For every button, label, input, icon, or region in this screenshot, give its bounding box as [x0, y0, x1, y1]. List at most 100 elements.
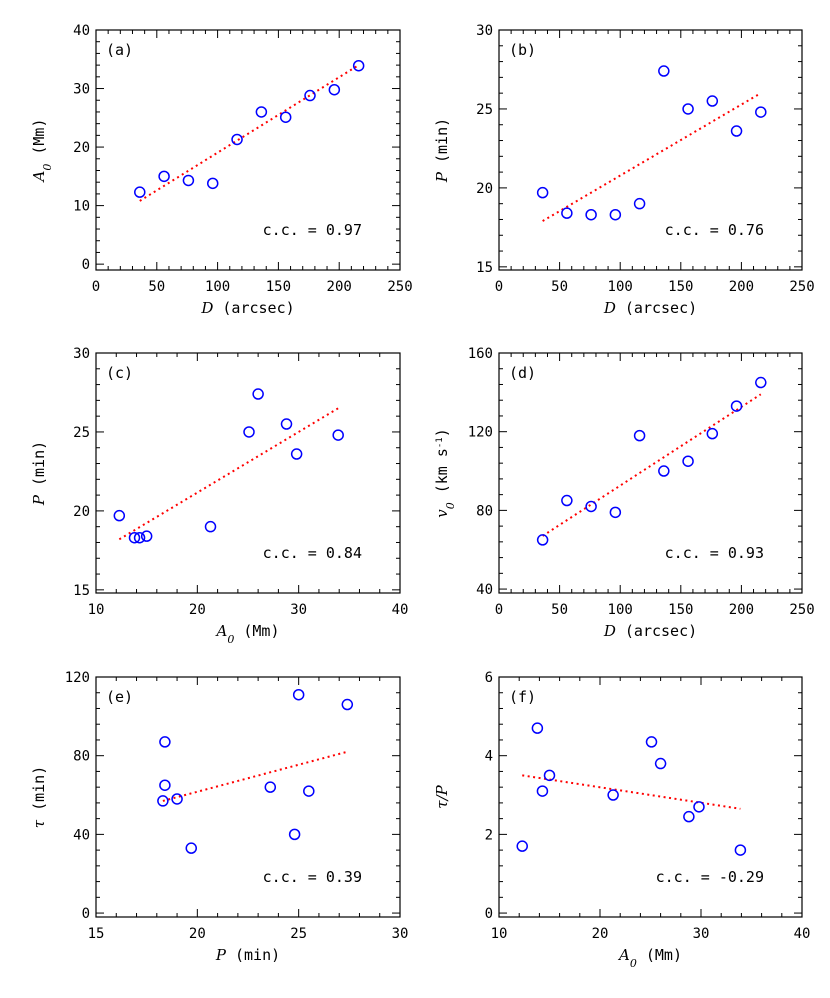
- data-point: [706, 95, 719, 107]
- y-tick-label: 30: [73, 346, 90, 362]
- data-point: [352, 59, 365, 72]
- data-point: [693, 801, 705, 813]
- correlation-coefficient-label: c.c. = 0.84: [263, 544, 362, 562]
- x-axis-title: D (arcsec): [603, 299, 697, 317]
- y-axis-title: P (min): [433, 118, 451, 183]
- data-point: [561, 494, 573, 507]
- panel-label: (f): [509, 688, 536, 706]
- data-point: [157, 795, 169, 807]
- x-tick-label: 50: [148, 279, 165, 295]
- x-tick-label: 20: [189, 926, 206, 942]
- data-point: [531, 722, 544, 734]
- y-tick-label: 25: [73, 425, 90, 441]
- x-tick-label: 20: [592, 926, 609, 942]
- scatter-panel-5: 15 20 25 30 0 40 80 120 (e) c.c. = 0.39 P (min) τ (…: [30, 670, 408, 964]
- data-point: [755, 376, 767, 389]
- data-point: [341, 698, 354, 711]
- data-point: [290, 448, 303, 460]
- y-axis-title: P (min): [30, 441, 48, 506]
- data-point: [303, 785, 315, 797]
- data-point: [706, 427, 719, 440]
- x-tick-label: 20: [189, 602, 206, 618]
- y-tick-label: 40: [476, 582, 493, 598]
- y-tick-label: 2: [485, 827, 493, 843]
- data-point: [755, 106, 767, 118]
- data-point: [206, 177, 219, 190]
- y-tick-label: 40: [73, 827, 90, 843]
- data-point: [734, 844, 747, 856]
- y-tick-label: 6: [485, 670, 493, 686]
- data-point: [658, 465, 670, 477]
- x-tick-label: 25: [290, 926, 307, 942]
- x-tick-label: 100: [205, 279, 230, 295]
- scatter-panel-1: 0 50 100 150 200 250 0 10 20 30 40 (a) c.c. = 0.97 D …: [30, 23, 413, 317]
- data-point: [264, 781, 277, 793]
- x-tick-label: 10: [491, 926, 508, 942]
- data-point: [134, 186, 146, 198]
- data-point: [158, 170, 170, 183]
- data-point: [292, 688, 305, 701]
- y-tick-label: 0: [485, 906, 493, 922]
- y-tick-label: 160: [468, 346, 493, 362]
- data-point: [182, 174, 195, 187]
- data-point: [607, 789, 619, 801]
- data-point: [288, 828, 301, 841]
- data-point: [609, 506, 622, 519]
- correlation-coefficient-label: c.c. = 0.39: [263, 868, 362, 886]
- data-point: [133, 531, 146, 544]
- data-point: [658, 65, 670, 77]
- data-point: [159, 779, 171, 791]
- plot-frame: [498, 29, 803, 271]
- data-point: [516, 840, 528, 852]
- data-point: [304, 89, 316, 102]
- x-axis-title: D (arcsec): [603, 622, 697, 640]
- x-tick-label: 0: [495, 602, 503, 618]
- x-tick-label: 50: [551, 279, 568, 295]
- y-tick-label: 20: [73, 140, 90, 156]
- scatter-panel-3: 10 20 30 40 15 20 25 30 (c) c.c. = 0.84 A0 (Mm) P (…: [30, 346, 408, 646]
- data-point: [543, 769, 556, 782]
- x-tick-label: 200: [327, 279, 352, 295]
- data-point: [185, 842, 198, 854]
- y-axis-title: A0 (Mm): [30, 119, 54, 184]
- x-tick-label: 30: [693, 926, 710, 942]
- x-tick-label: 30: [290, 602, 307, 618]
- x-tick-label: 150: [266, 279, 291, 295]
- x-tick-label: 100: [608, 602, 633, 618]
- data-point: [633, 429, 646, 442]
- x-tick-label: 250: [789, 602, 814, 618]
- x-axis-title: A0 (Mm): [215, 622, 280, 646]
- x-tick-label: 150: [668, 602, 693, 618]
- correlation-coefficient-label: c.c. = 0.76: [665, 221, 764, 239]
- data-point: [585, 208, 597, 221]
- x-tick-label: 30: [392, 926, 409, 942]
- x-tick-label: 40: [794, 926, 811, 942]
- linear-fit-line: [542, 92, 762, 222]
- data-point: [140, 530, 153, 542]
- x-tick-label: 0: [495, 279, 503, 295]
- y-axis-title: v0 (km s-1): [433, 428, 457, 518]
- data-point: [730, 400, 743, 412]
- linear-fit-line: [118, 407, 339, 541]
- data-point: [585, 500, 597, 513]
- data-point: [252, 388, 264, 400]
- y-tick-label: 80: [73, 749, 90, 765]
- data-point: [255, 106, 268, 118]
- x-tick-label: 15: [88, 926, 105, 942]
- x-tick-label: 0: [92, 279, 100, 295]
- data-point: [609, 208, 622, 221]
- data-point: [561, 207, 573, 219]
- y-tick-label: 30: [476, 23, 493, 39]
- panel-label: (a): [106, 41, 133, 59]
- correlation-coefficient-label: c.c. = 0.93: [665, 544, 764, 562]
- x-tick-label: 10: [88, 602, 105, 618]
- plot-frame: [498, 676, 803, 918]
- y-tick-label: 40: [73, 23, 90, 39]
- panel-label: (e): [106, 688, 133, 706]
- data-point: [654, 757, 667, 770]
- data-point: [128, 531, 141, 544]
- data-point: [645, 736, 658, 748]
- y-tick-label: 4: [485, 749, 493, 765]
- x-tick-label: 50: [551, 602, 568, 618]
